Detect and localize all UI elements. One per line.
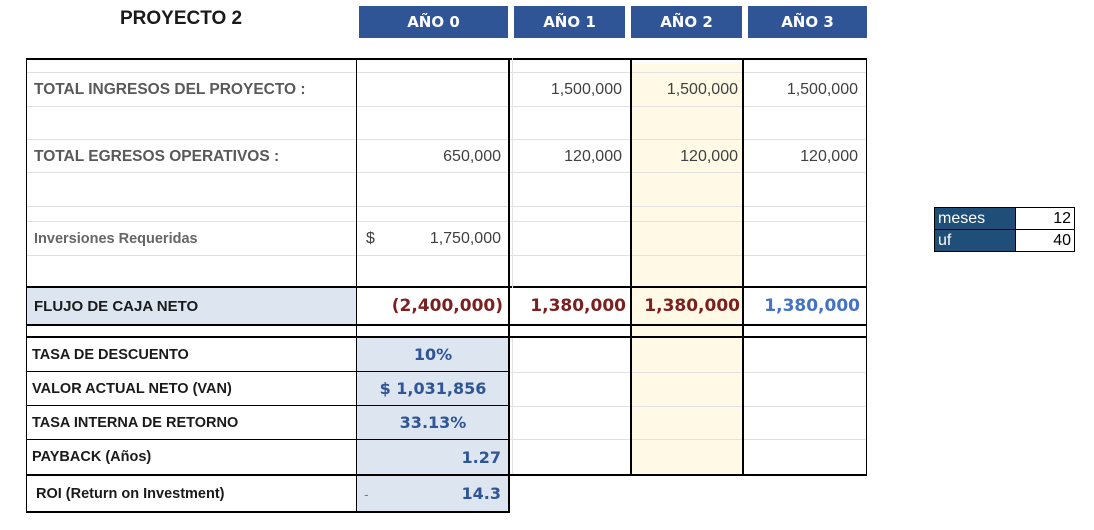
header-year-0: AÑO 0 [359, 6, 508, 38]
ingresos-year-3: 1,500,000 [786, 81, 858, 98]
egresos-year-2: 120,000 [680, 147, 738, 165]
side-label-uf: uf [934, 229, 1016, 252]
label-tir: TASA INTERNA DE RETORNO [32, 414, 239, 431]
value-payback: 1.27 [461, 447, 501, 467]
header-year-3: AÑO 3 [748, 6, 867, 38]
label-total-ingresos: TOTAL INGRESOS DEL PROYECTO : [34, 81, 306, 98]
flujo-year-2: 1,380,000 [644, 296, 740, 316]
label-roi: ROI (Return on Investment) [36, 485, 225, 502]
header-year-1: AÑO 1 [514, 6, 625, 38]
egresos-year-0: 650,000 [443, 147, 501, 165]
ingresos-year-2: 1,500,000 [666, 81, 738, 98]
value-van: $ 1,031,856 [379, 379, 487, 398]
label-total-egresos: TOTAL EGRESOS OPERATIVOS : [34, 147, 280, 165]
side-value-uf: 40 [1015, 229, 1075, 252]
label-inversiones: Inversiones Requeridas [34, 230, 198, 247]
side-table: meses 12 uf 40 [934, 207, 1075, 252]
flujo-year-3: 1,380,000 [764, 296, 860, 316]
side-row-uf: uf 40 [934, 229, 1075, 252]
side-row-meses: meses 12 [934, 207, 1075, 230]
side-label-meses: meses [934, 207, 1016, 230]
header-year-2: AÑO 2 [631, 6, 742, 38]
egresos-year-1: 120,000 [564, 147, 622, 165]
roi-prefix: - [364, 485, 369, 502]
project-title: PROYECTO 2 [120, 8, 243, 29]
side-value-meses: 12 [1015, 207, 1075, 230]
value-roi: 14.3 [461, 484, 501, 503]
value-tir: 33.13% [399, 413, 467, 432]
flujo-label-bg [26, 288, 356, 324]
label-flujo-caja: FLUJO DE CAJA NETO [34, 297, 199, 315]
label-payback: PAYBACK (Años) [32, 449, 152, 465]
ingresos-year-0 [359, 74, 501, 106]
ingresos-year-1: 1,500,000 [550, 81, 622, 98]
egresos-year-3: 120,000 [800, 147, 858, 165]
inversiones-currency: $ [366, 229, 375, 247]
metrics-values-bg [357, 338, 509, 513]
value-tasa-descuento: 10% [413, 345, 453, 364]
label-van: VALOR ACTUAL NETO (VAN) [32, 380, 232, 397]
flujo-year-1: 1,380,000 [530, 296, 626, 316]
flujo-year-0: (2,400,000) [391, 296, 503, 316]
inversiones-year-0: 1,750,000 [429, 229, 501, 247]
highlight-column-year-2 [631, 63, 742, 473]
label-tasa-descuento: TASA DE DESCUENTO [32, 346, 189, 363]
